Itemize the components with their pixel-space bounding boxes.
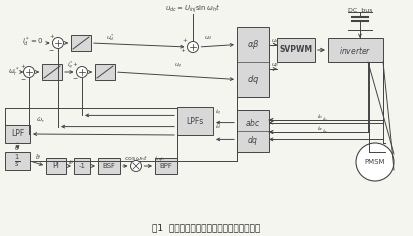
Text: $u_\beta$: $u_\beta$ <box>271 61 279 71</box>
Text: $\frac{1}{s}$: $\frac{1}{s}$ <box>14 153 21 169</box>
Text: $\omega_r^*$: $\omega_r^*$ <box>8 65 20 79</box>
Bar <box>5 125 30 143</box>
Circle shape <box>76 67 88 77</box>
Text: LPFs: LPFs <box>186 117 204 126</box>
Text: +: + <box>180 47 185 52</box>
Text: PMSM: PMSM <box>365 159 385 165</box>
Text: $u_\alpha$: $u_\alpha$ <box>271 38 280 46</box>
Text: DC  bus: DC bus <box>348 8 372 13</box>
Bar <box>71 35 91 51</box>
Bar <box>277 38 315 62</box>
Text: $i_{\hat{\theta}}$: $i_{\hat{\theta}}$ <box>68 159 74 168</box>
Text: $-$: $-$ <box>72 76 78 80</box>
Text: $i_d^*=0$: $i_d^*=0$ <box>22 35 44 49</box>
Circle shape <box>356 143 394 181</box>
Bar <box>5 152 30 170</box>
Text: $u_{dc}=U_{inj}\sin\omega_h t$: $u_{dc}=U_{inj}\sin\omega_h t$ <box>165 3 221 15</box>
Text: +: + <box>50 34 55 38</box>
Text: BPF: BPF <box>159 163 173 169</box>
Bar <box>237 27 269 97</box>
Bar <box>74 158 90 174</box>
Text: $u_d$: $u_d$ <box>204 34 212 42</box>
Text: $i_b$: $i_b$ <box>322 116 328 124</box>
Text: $i_d$: $i_d$ <box>215 122 221 131</box>
Bar <box>95 64 115 80</box>
Text: $i_q$: $i_q$ <box>215 108 221 118</box>
Circle shape <box>24 67 35 77</box>
Text: $\hat{\theta}$: $\hat{\theta}$ <box>14 141 20 153</box>
Text: $\it{inverter}$: $\it{inverter}$ <box>339 45 372 55</box>
Text: +: + <box>21 63 25 68</box>
Text: $-$: $-$ <box>20 76 26 81</box>
Text: +: + <box>73 63 77 67</box>
Text: 图1  高频信号注入法无速度传感器矢量控制: 图1 高频信号注入法无速度传感器矢量控制 <box>152 223 260 232</box>
Text: +: + <box>183 38 188 42</box>
Text: $i_a$: $i_a$ <box>322 127 328 136</box>
Text: BSF: BSF <box>102 163 116 169</box>
Text: $i_q^*$: $i_q^*$ <box>67 60 74 72</box>
Bar <box>42 64 62 80</box>
Text: PI: PI <box>52 161 59 170</box>
Circle shape <box>188 42 199 52</box>
Bar <box>98 158 120 174</box>
Text: $\cos\omega_h t$: $\cos\omega_h t$ <box>124 155 148 164</box>
Bar <box>155 158 177 174</box>
Text: LPF: LPF <box>11 130 24 139</box>
Bar <box>177 107 213 135</box>
Bar <box>46 158 66 174</box>
Circle shape <box>131 160 142 172</box>
Bar <box>328 38 383 62</box>
Text: $dq$: $dq$ <box>247 73 259 86</box>
Text: -1: -1 <box>78 163 85 169</box>
Text: SVPWM: SVPWM <box>280 46 313 55</box>
Bar <box>237 110 269 152</box>
Text: $i_b$: $i_b$ <box>317 113 323 122</box>
Text: $\alpha\beta$: $\alpha\beta$ <box>247 38 259 51</box>
Text: $-$: $-$ <box>48 47 54 52</box>
Text: $abc$: $abc$ <box>245 117 261 128</box>
Text: $\hat{\theta}$: $\hat{\theta}$ <box>35 152 41 162</box>
Text: $u_d^{*}$: $u_d^{*}$ <box>106 33 114 43</box>
Text: $dq$: $dq$ <box>247 134 259 147</box>
Text: $i_{s\varphi h}$: $i_{s\varphi h}$ <box>154 155 166 165</box>
Text: $i_a$: $i_a$ <box>317 125 323 133</box>
Circle shape <box>52 38 64 49</box>
Text: $\hat{\omega}_r$: $\hat{\omega}_r$ <box>36 115 45 125</box>
Text: $u_q$: $u_q$ <box>174 61 182 71</box>
